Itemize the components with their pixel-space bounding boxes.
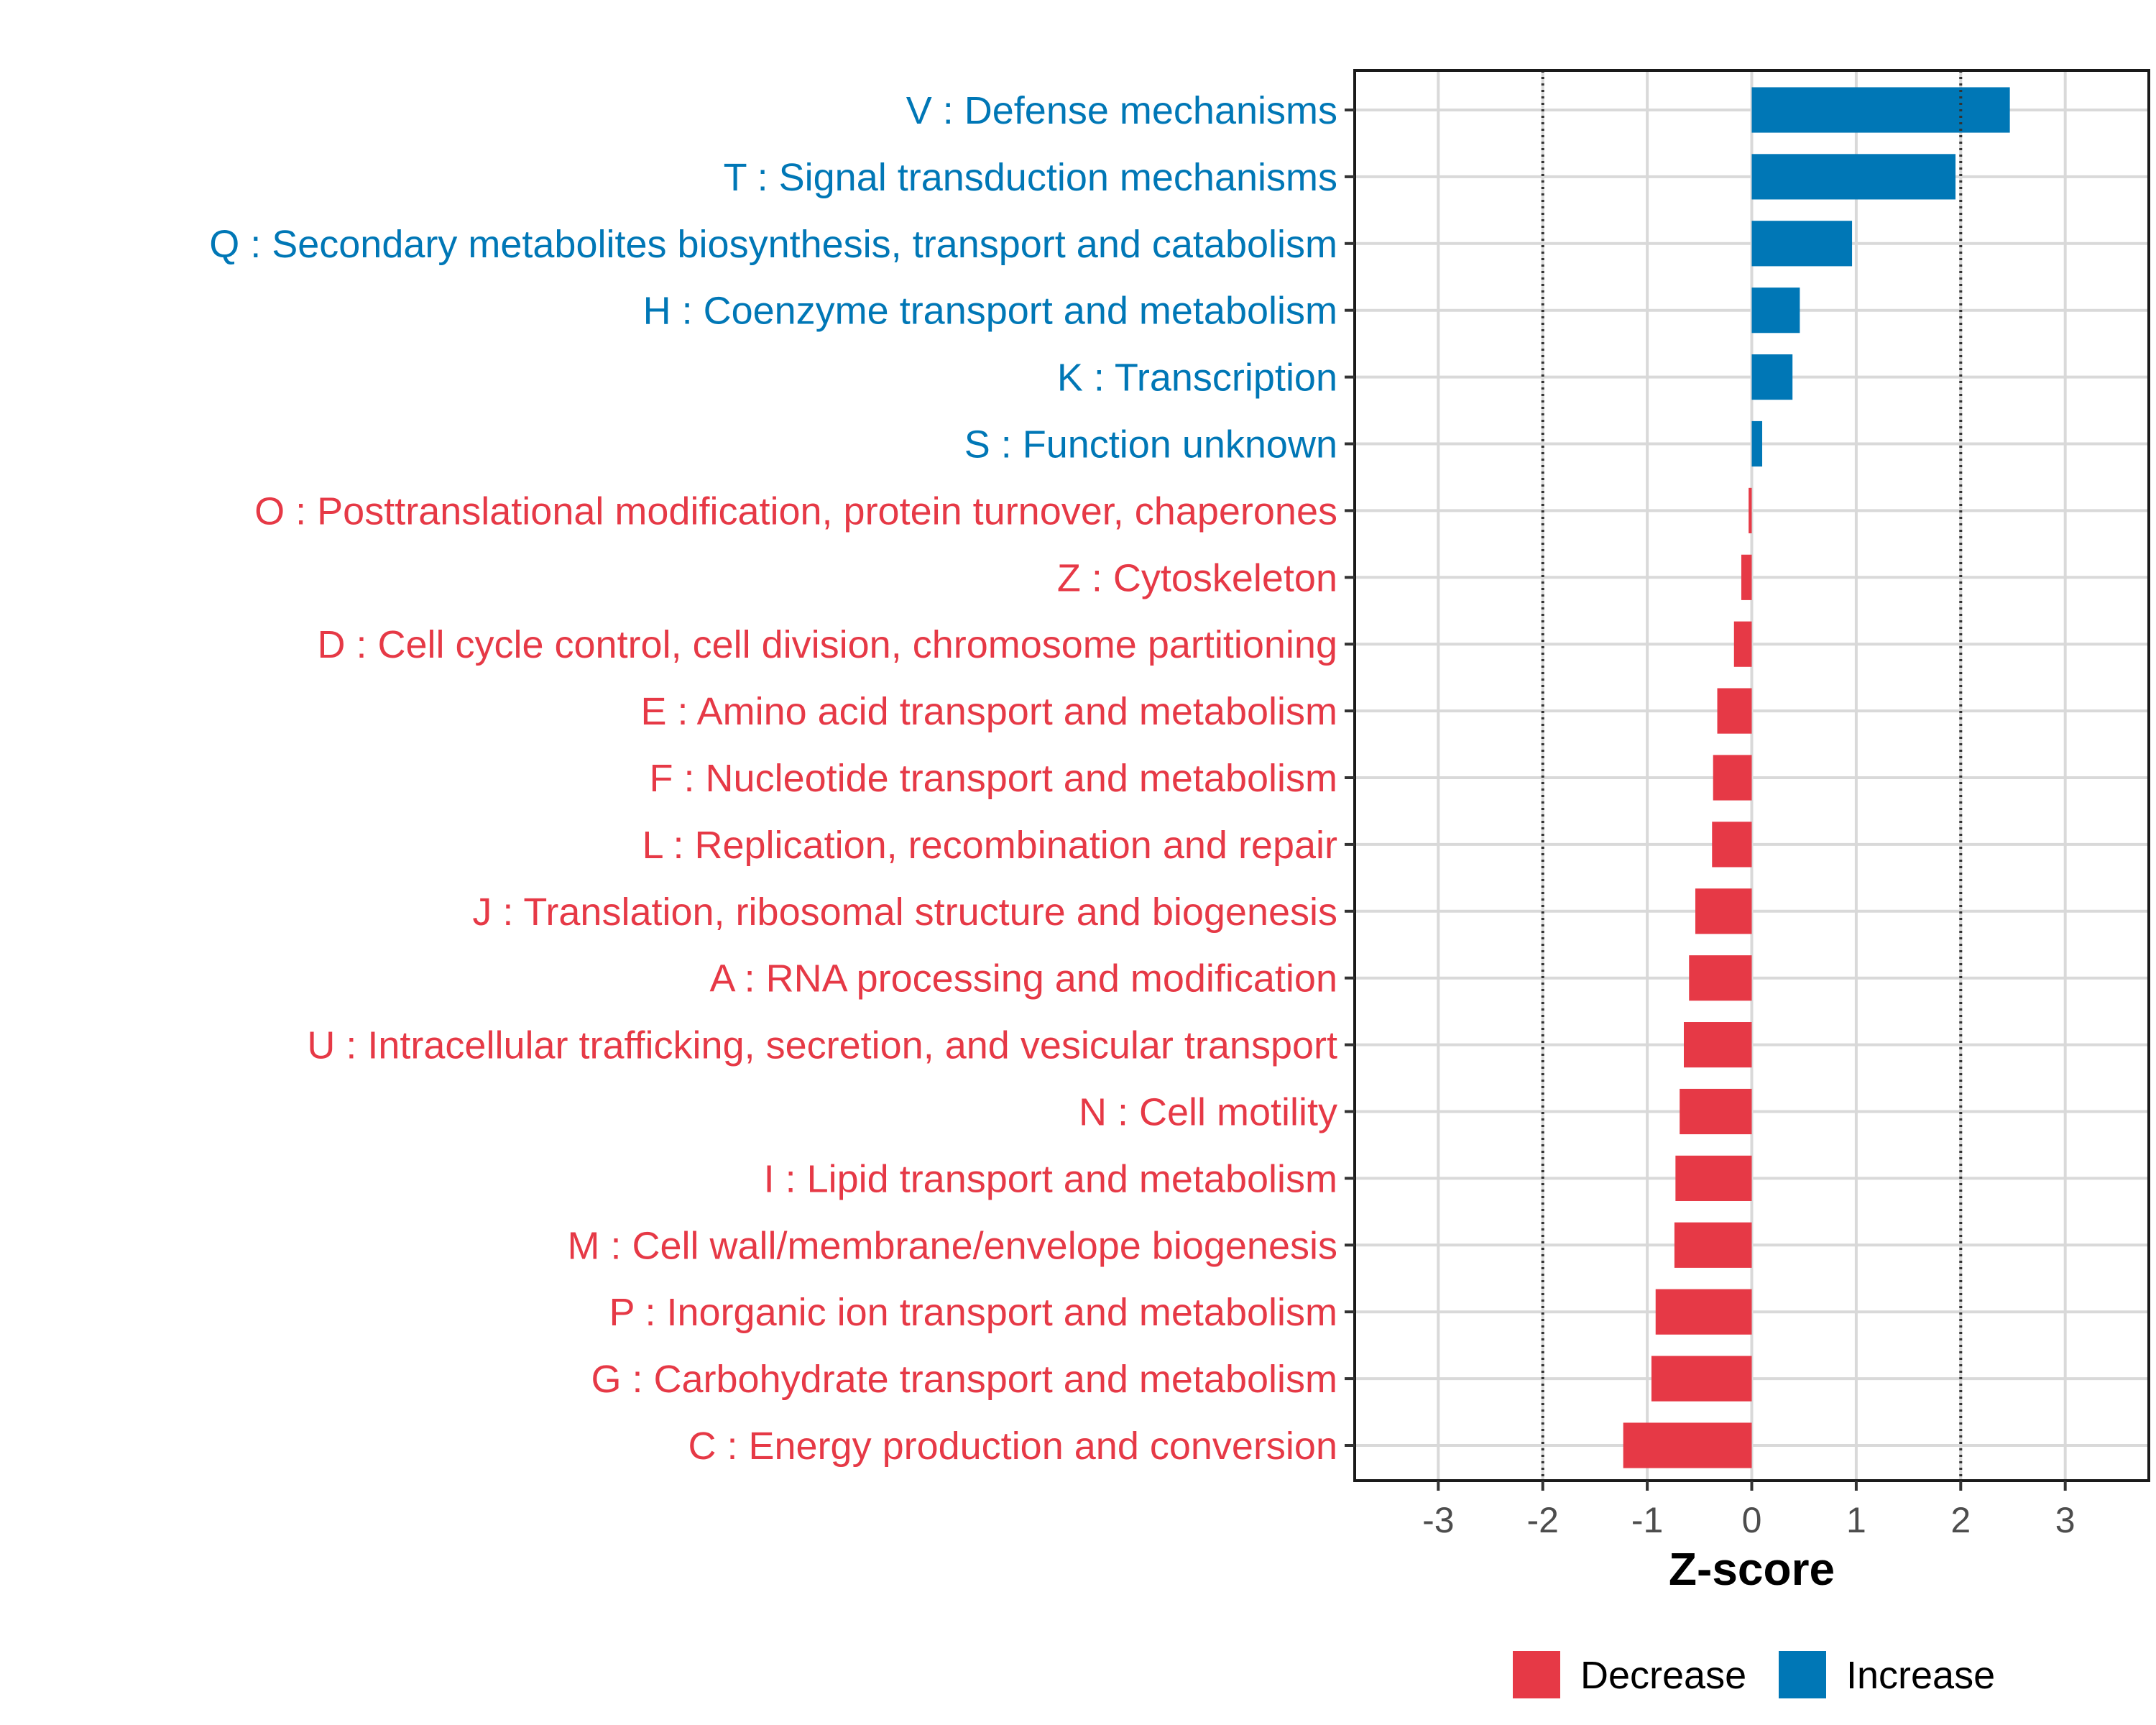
bar	[1655, 1289, 1752, 1335]
category-label: H : Coenzyme transport and metabolism	[643, 290, 1337, 333]
x-axis-title: Z-score	[1669, 1543, 1835, 1595]
legend-label: Increase	[1846, 1654, 1995, 1697]
category-label: J : Translation, ribosomal structure and…	[472, 891, 1337, 934]
bar	[1713, 755, 1752, 801]
bar	[1741, 554, 1752, 600]
bar	[1751, 420, 1763, 467]
category-label: F : Nucleotide transport and metabolism	[650, 757, 1337, 800]
legend-swatch	[1779, 1651, 1826, 1698]
bar	[1712, 822, 1752, 868]
bar	[1751, 221, 1853, 267]
category-label: L : Replication, recombination and repai…	[642, 824, 1337, 867]
category-label: C : Energy production and conversion	[688, 1425, 1337, 1468]
category-label: V : Defense mechanisms	[906, 89, 1337, 132]
x-tick-label: -2	[1526, 1500, 1558, 1540]
bar	[1683, 1022, 1752, 1068]
x-tick-label: 2	[1950, 1500, 1971, 1540]
category-label: P : Inorganic ion transport and metaboli…	[609, 1291, 1337, 1334]
bar	[1733, 621, 1752, 667]
category-label: T : Signal transduction mechanisms	[724, 156, 1337, 199]
x-tick-label: -3	[1422, 1500, 1454, 1540]
bar	[1717, 688, 1752, 734]
bar	[1749, 487, 1752, 533]
x-tick-label: -1	[1631, 1500, 1663, 1540]
bar	[1651, 1356, 1752, 1402]
bar	[1751, 87, 2010, 133]
bar	[1623, 1422, 1752, 1468]
category-label: G : Carbohydrate transport and metabolis…	[591, 1358, 1338, 1401]
bar	[1674, 1222, 1752, 1268]
x-tick-label: 0	[1742, 1500, 1762, 1540]
x-axis-ticks: -3 -2 -1 0 1 2 3	[1422, 1481, 2076, 1540]
bar	[1751, 354, 1793, 400]
bar	[1695, 888, 1752, 934]
legend-label: Decrease	[1580, 1654, 1746, 1697]
category-label: M : Cell wall/membrane/envelope biogenes…	[567, 1224, 1337, 1267]
legend-swatch	[1513, 1651, 1560, 1698]
category-labels: V : Defense mechanisms T : Signal transdu…	[209, 89, 1355, 1468]
category-label: K : Transcription	[1057, 356, 1337, 400]
bar	[1680, 1088, 1752, 1135]
bar	[1751, 288, 1800, 334]
bar	[1675, 1155, 1752, 1201]
category-label: I : Lipid transport and metabolism	[764, 1157, 1337, 1200]
category-label: Q : Secondary metabolites biosynthesis, …	[209, 223, 1337, 266]
x-tick-label: 3	[2055, 1500, 2076, 1540]
category-label: E : Amino acid transport and metabolism	[641, 690, 1337, 733]
legend: Decrease Increase	[1513, 1651, 1995, 1698]
category-label: Z : Cytoskeleton	[1057, 556, 1337, 599]
category-label: O : Posttranslational modification, prot…	[254, 489, 1337, 533]
bars-layer	[1623, 87, 2010, 1468]
bar	[1751, 154, 1956, 200]
x-tick-label: 1	[1846, 1500, 1866, 1540]
category-label: S : Function unknown	[964, 423, 1337, 466]
category-label: N : Cell motility	[1079, 1091, 1337, 1134]
category-label: D : Cell cycle control, cell division, c…	[317, 623, 1337, 666]
bar	[1689, 955, 1752, 1001]
category-label: U : Intracellular trafficking, secretion…	[307, 1024, 1337, 1067]
category-label: A : RNA processing and modification	[710, 957, 1337, 1000]
